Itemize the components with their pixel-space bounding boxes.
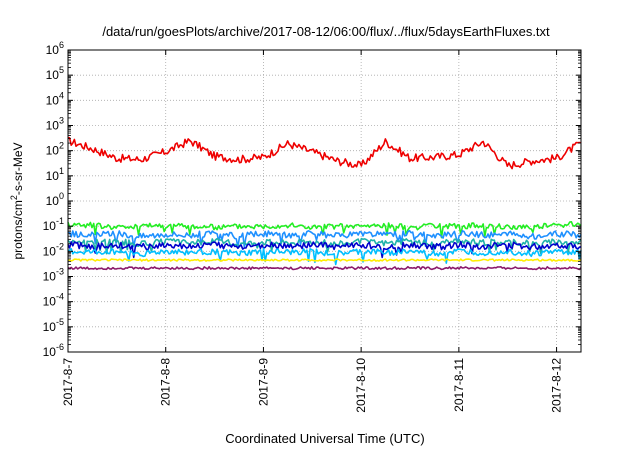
y-tick-label: 102 — [46, 141, 64, 158]
y-axis-label-prefix: protons/cm — [11, 200, 25, 259]
y-tick-label: 100 — [46, 191, 64, 208]
y-tick-label: 10-3 — [43, 267, 64, 284]
series-line-7 — [67, 258, 582, 262]
y-tick-label: 106 — [46, 40, 64, 57]
y-tick-label: 10-2 — [43, 241, 64, 258]
x-tick-label: 2017-8-11 — [452, 358, 466, 412]
y-tick-label: 10-5 — [43, 317, 64, 334]
x-tick-label: 2017-8-9 — [256, 358, 270, 406]
y-tick-label: 105 — [46, 65, 64, 82]
y-tick-label: 103 — [46, 116, 64, 133]
series-line-4 — [67, 237, 582, 255]
y-axis-label: protons/cm2-s-sr-MeV — [9, 142, 25, 259]
series-layer — [67, 136, 582, 271]
y-tick-label: 101 — [46, 166, 64, 183]
x-tick-label: 2017-8-10 — [354, 358, 368, 413]
y-tick-label: 10-1 — [43, 216, 64, 233]
grid — [68, 50, 581, 352]
plot-frame — [67, 49, 582, 353]
x-tick-label: 2017-8-7 — [61, 358, 75, 406]
series-line-3 — [67, 229, 582, 248]
series-line-5 — [67, 240, 582, 259]
series-line-6 — [67, 247, 582, 266]
x-tick-label: 2017-8-12 — [550, 358, 564, 413]
series-line-1 — [67, 136, 582, 170]
series-line-8 — [67, 265, 582, 271]
y-tick-label: 10-4 — [43, 292, 64, 309]
x-tick-label: 2017-8-8 — [159, 358, 173, 406]
axis-ticks: 10-6 10-5 10-4 10-3 10-2 10-1 100 101 102 103 104 1… — [43, 40, 581, 413]
y-tick-label: 10-6 — [43, 342, 64, 359]
y-tick-label: 104 — [46, 90, 64, 107]
chart-title: /data/run/goesPlots/archive/2017-08-12/0… — [102, 24, 550, 39]
x-axis-label: Coordinated Universal Time (UTC) — [225, 431, 424, 446]
y-axis-label-suffix: -s-sr-MeV — [11, 142, 25, 195]
y-axis-label-superscript: 2 — [9, 195, 19, 200]
series-line-2 — [67, 221, 582, 239]
